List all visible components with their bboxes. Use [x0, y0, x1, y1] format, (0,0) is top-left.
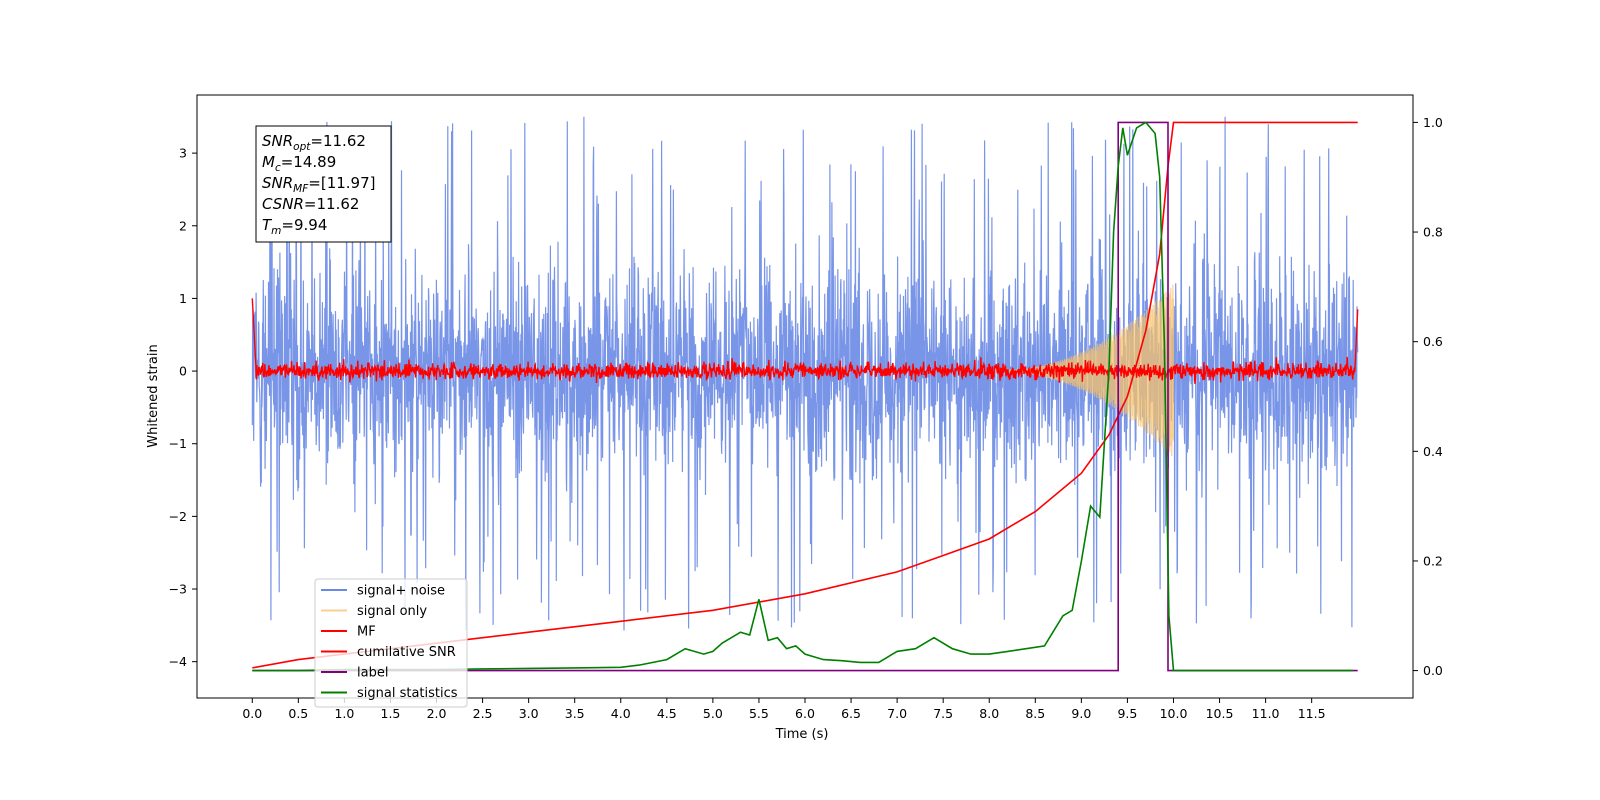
annotation-line: SNRopt=11.62 — [262, 132, 366, 153]
x-tick-label: 7.5 — [933, 706, 953, 721]
y-right-tick-label: 0.8 — [1423, 225, 1443, 240]
annotation-line: Tm=9.94 — [262, 216, 327, 237]
x-tick-label: 4.5 — [657, 706, 677, 721]
x-tick-label: 3.5 — [565, 706, 585, 721]
y-right-tick-label: 0.4 — [1423, 444, 1443, 459]
y-tick-label: −2 — [169, 509, 187, 524]
y-tick-label: −3 — [169, 582, 187, 597]
x-tick-label: 0.0 — [242, 706, 262, 721]
x-tick-label: 9.5 — [1117, 706, 1137, 721]
series-signal-statistics — [252, 121, 1354, 672]
legend-label: cumilative SNR — [357, 645, 456, 660]
y-right-tick-label: 0.0 — [1423, 663, 1443, 678]
x-tick-label: 6.0 — [795, 706, 815, 721]
x-tick-label: 7.0 — [887, 706, 907, 721]
y-tick-label: 0 — [179, 364, 187, 379]
annotation-line: SNRMF=[11.97] — [262, 174, 376, 195]
series-mf — [251, 298, 1359, 384]
x-tick-label: 5.0 — [703, 706, 723, 721]
x-tick-label: 1.0 — [334, 706, 354, 721]
x-tick-label: 2.0 — [427, 706, 447, 721]
legend-label: signal only — [357, 604, 427, 619]
y-tick-label: 2 — [179, 218, 187, 233]
y-axis-right: 1.0 0.8 0.6 0.4 0.2 0.0 — [1413, 115, 1443, 678]
legend-label: signal+ noise — [357, 584, 445, 599]
legend-label: label — [357, 666, 388, 681]
y-tick-label: 1 — [179, 291, 187, 306]
legend-label: MF — [357, 625, 376, 640]
x-tick-label: 11.5 — [1298, 706, 1326, 721]
y-tick-label: −1 — [169, 436, 187, 451]
x-tick-label: 11.0 — [1252, 706, 1280, 721]
annotation-line: CSNR=11.62 — [262, 195, 359, 213]
y-right-tick-label: 0.6 — [1423, 334, 1443, 349]
x-axis-label: Time (s) — [775, 727, 829, 742]
x-tick-label: 8.5 — [1025, 706, 1045, 721]
y-tick-label: −4 — [169, 654, 187, 669]
annotation-line: Mc=14.89 — [262, 153, 336, 174]
x-tick-label: 10.5 — [1206, 706, 1234, 721]
x-tick-label: 4.0 — [611, 706, 631, 721]
x-tick-label: 1.5 — [381, 706, 401, 721]
x-tick-label: 5.5 — [749, 706, 769, 721]
legend: signal+ noise signal only MF cumilative SNR… — [314, 578, 468, 708]
x-tick-label: 0.5 — [288, 706, 308, 721]
y-right-tick-label: 0.2 — [1423, 553, 1443, 568]
legend-label: signal statistics — [357, 686, 458, 701]
y-right-tick-label: 1.0 — [1423, 115, 1443, 130]
x-tick-label: 6.5 — [841, 706, 861, 721]
x-tick-label: 9.0 — [1071, 706, 1091, 721]
x-axis: 0.0 0.5 1.0 1.5 2.0 2.5 3.0 3.5 4.0 4.5 5.0 5.5 6.0 6… — [242, 698, 1326, 721]
y-axis-left: 3 2 1 0 −1 −2 −3 −4 — [169, 146, 197, 669]
y-axis-label: Whitened strain — [146, 344, 161, 447]
x-tick-label: 3.0 — [519, 706, 539, 721]
annotation-box: SNRopt=11.62Mc=14.89SNRMF=[11.97]CSNR=11… — [255, 125, 392, 243]
x-tick-label: 8.0 — [979, 706, 999, 721]
y-tick-label: 3 — [179, 146, 187, 161]
x-tick-label: 2.5 — [473, 706, 493, 721]
x-tick-label: 10.0 — [1160, 706, 1188, 721]
